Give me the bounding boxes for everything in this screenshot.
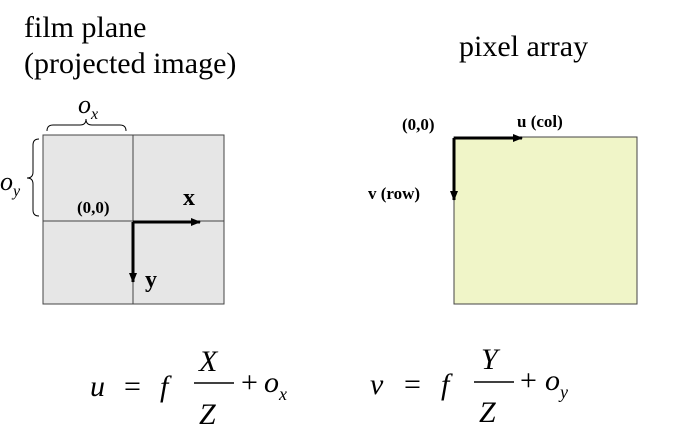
eq-v-offset: oy (545, 364, 568, 402)
eq-v-plus: + (520, 364, 537, 397)
ox-label: ox (78, 90, 98, 123)
eq-u-offset: ox (264, 366, 287, 404)
film-origin-label: (0,0) (77, 198, 110, 217)
ox-brace (47, 119, 126, 131)
eq-u-denominator: Z (199, 398, 216, 431)
pixel-u-axis-label: u (col) (517, 112, 563, 131)
film-x-axis-label: x (183, 185, 195, 211)
eq-u-numerator: X (198, 345, 219, 378)
eq-v-lhs: v (370, 368, 384, 401)
equation-v: v = f Y Z + oy (370, 343, 568, 429)
pixel-array-rect (454, 137, 637, 304)
equation-u: u = f X Z + ox (90, 345, 287, 431)
eq-v-equals: = (404, 368, 421, 401)
eq-u-lhs: u (90, 370, 105, 403)
oy-brace (27, 139, 39, 216)
eq-u-equals: = (124, 370, 141, 403)
pixel-v-axis-label: v (row) (368, 184, 420, 203)
eq-v-numerator: Y (481, 343, 501, 376)
eq-u-plus: + (241, 366, 258, 399)
eq-v-f: f (441, 368, 453, 401)
film-y-axis-label: y (145, 267, 157, 293)
pixel-origin-label: (0,0) (402, 115, 435, 134)
eq-u-f: f (160, 370, 172, 403)
eq-v-denominator: Z (479, 396, 496, 429)
oy-label: oy (0, 167, 21, 200)
